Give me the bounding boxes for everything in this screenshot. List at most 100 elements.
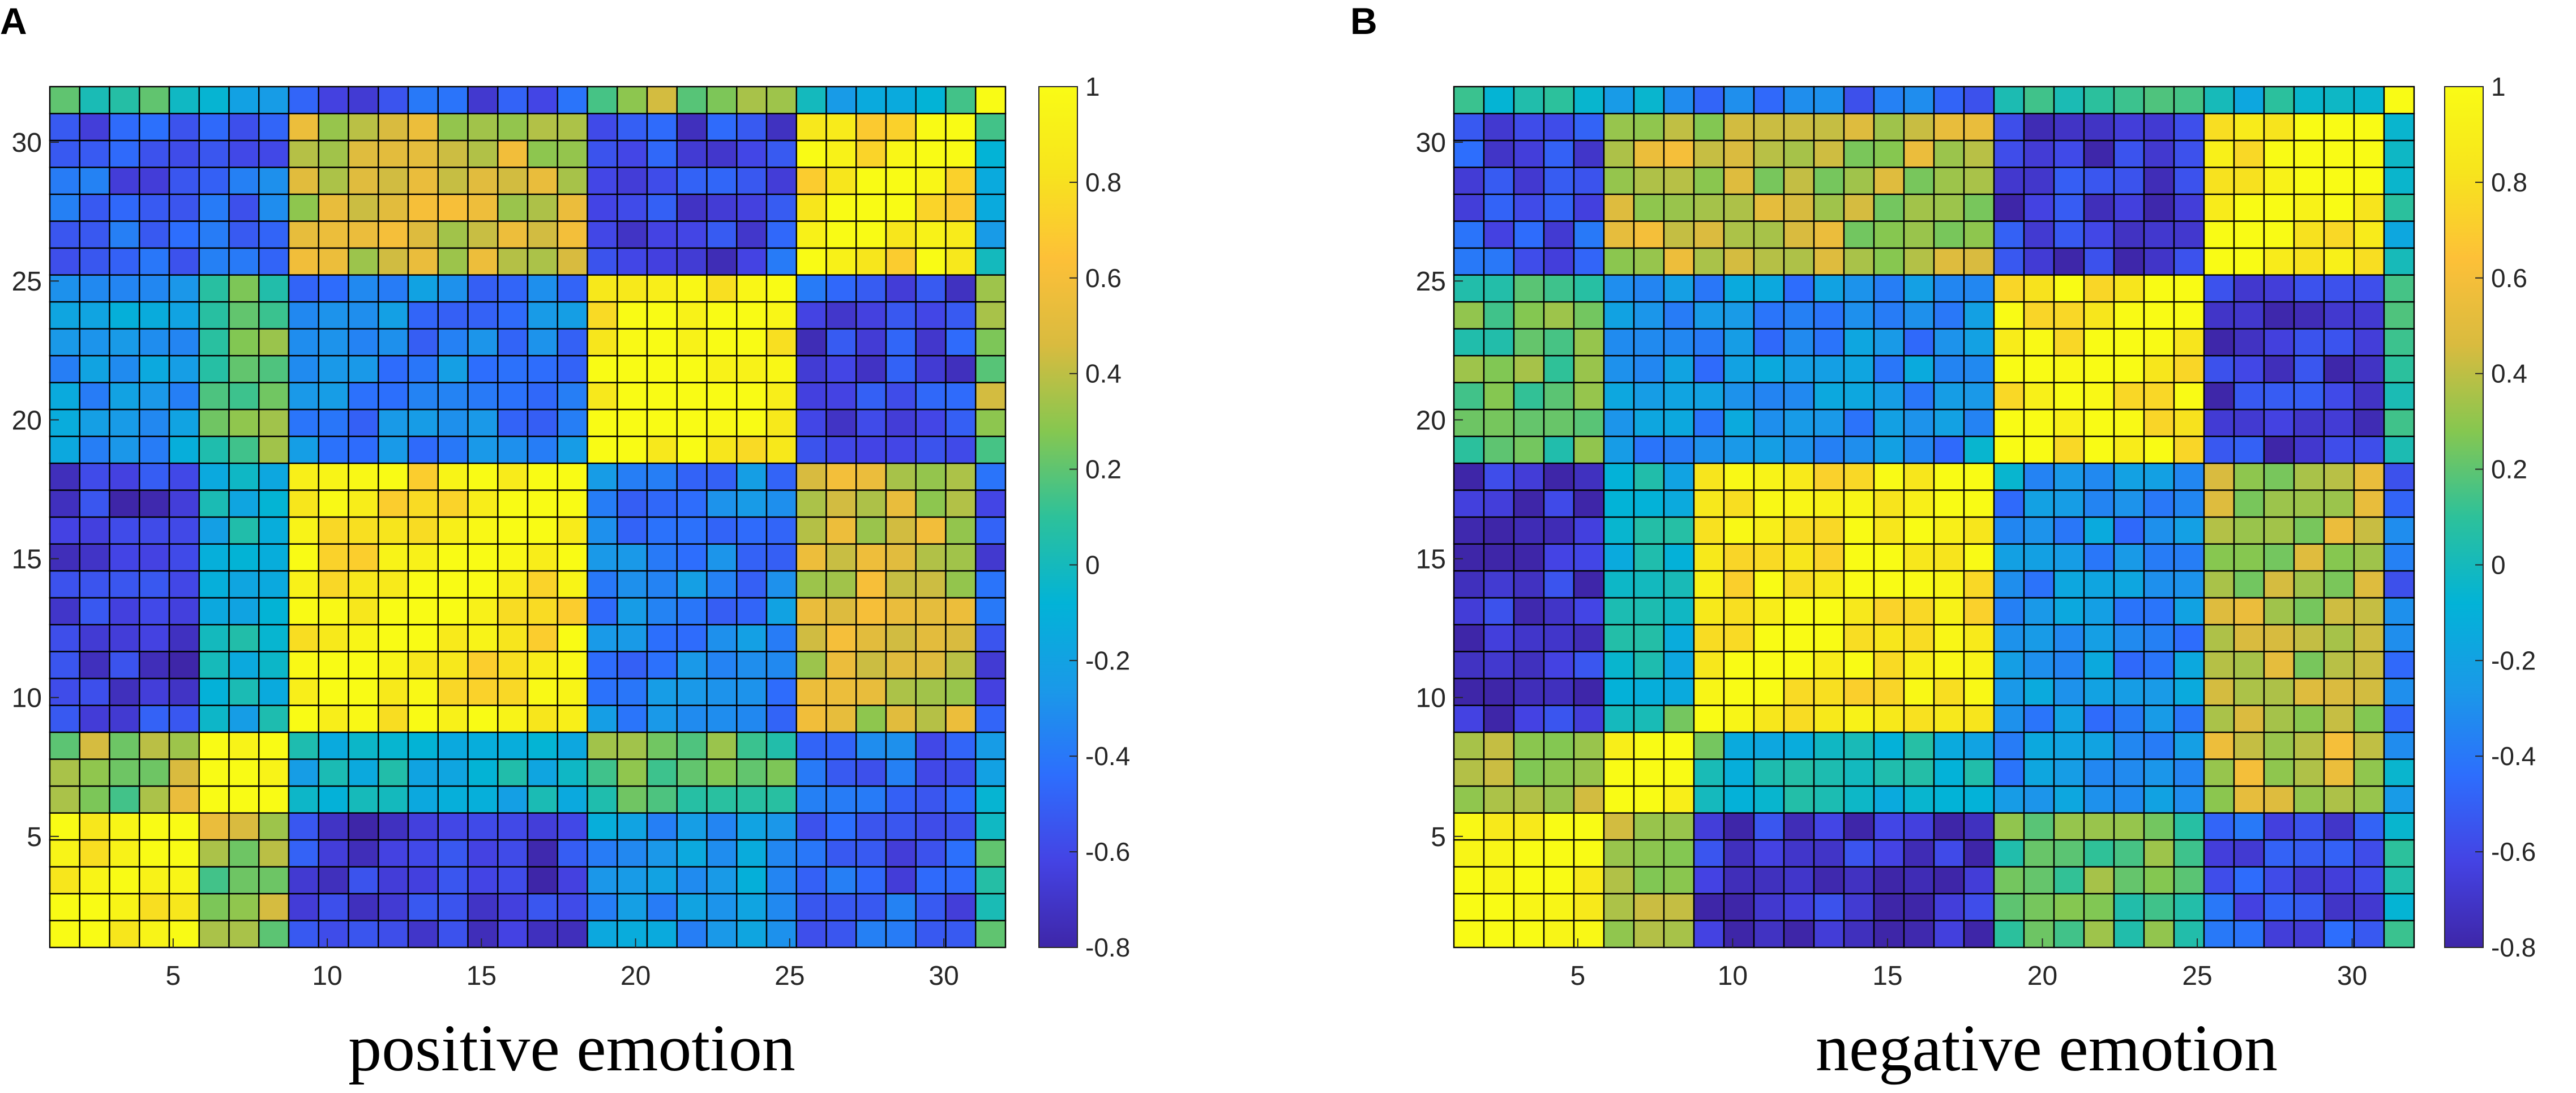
heatmap-cell: [2263, 920, 2295, 949]
heatmap-cell: [855, 624, 887, 652]
heatmap-cell: [2323, 651, 2355, 680]
heatmap-cell: [2053, 436, 2085, 464]
colorbar-tick-label: -0.6: [1085, 837, 1130, 866]
heatmap-cell: [1933, 839, 1965, 868]
heatmap-cell: [1723, 866, 1755, 895]
heatmap-cell: [1603, 624, 1635, 652]
heatmap-cell: [1813, 570, 1845, 599]
heatmap-cell: [1993, 301, 2025, 330]
heatmap-cell: [1843, 328, 1875, 357]
heatmap-cell: [288, 570, 319, 599]
heatmap-cell: [885, 328, 917, 357]
heatmap-cell: [2323, 920, 2355, 949]
heatmap-cell: [587, 382, 618, 411]
heatmap-cell: [1783, 866, 1815, 895]
heatmap-cell: [2383, 193, 2415, 222]
heatmap-cell: [617, 839, 648, 868]
heatmap-cell: [855, 920, 887, 949]
heatmap-cell: [2053, 139, 2085, 168]
heatmap-cell: [1543, 436, 1575, 464]
heatmap-cell: [378, 489, 409, 518]
heatmap-cell: [139, 812, 170, 841]
heatmap-cell: [1963, 166, 1995, 195]
heatmap-cell: [2143, 516, 2175, 545]
heatmap-cell: [795, 382, 827, 411]
heatmap-cell: [109, 247, 140, 276]
heatmap-cell: [1663, 86, 1695, 114]
heatmap-cell: [1813, 839, 1845, 868]
heatmap-cell: [497, 247, 529, 276]
heatmap-cell: [318, 866, 349, 895]
heatmap-cell: [915, 839, 947, 868]
heatmap-cell: [2293, 113, 2325, 142]
heatmap-cell: [2203, 166, 2235, 195]
heatmap-cell: [617, 624, 648, 652]
heatmap-cell: [258, 193, 290, 222]
heatmap-cell: [676, 113, 708, 142]
heatmap-cell: [765, 893, 797, 921]
heatmap-cell: [467, 866, 499, 895]
heatmap-cell: [1963, 758, 1995, 787]
heatmap-cell: [855, 705, 887, 733]
heatmap-cell: [1933, 462, 1965, 491]
heatmap-cell: [1453, 920, 1485, 949]
heatmap-cell: [378, 247, 409, 276]
heatmap-cell: [2353, 382, 2385, 411]
heatmap-cell: [258, 785, 290, 814]
heatmap-cell: [1693, 274, 1725, 303]
heatmap-cell: [617, 166, 648, 195]
heatmap-cell: [228, 705, 260, 733]
heatmap-cell: [2083, 408, 2115, 437]
heatmap-cell: [139, 113, 170, 142]
heatmap-cell: [646, 301, 678, 330]
heatmap-cell: [1573, 355, 1605, 383]
heatmap-cell: [378, 651, 409, 680]
heatmap-cell: [2173, 597, 2205, 626]
heatmap-cell: [1963, 382, 1995, 411]
heatmap-cell: [2143, 301, 2175, 330]
heatmap-cell: [378, 408, 409, 437]
heatmap-cell: [527, 758, 558, 787]
heatmap-cell: [2323, 839, 2355, 868]
heatmap-cell: [437, 597, 469, 626]
heatmap-cell: [975, 382, 1007, 411]
heatmap-cell: [497, 731, 529, 760]
y-tick-label: 20: [1416, 405, 1446, 436]
y-tick-label: 15: [12, 545, 42, 575]
heatmap-cell: [1693, 489, 1725, 518]
heatmap-cell: [1843, 812, 1875, 841]
heatmap-cell: [2263, 247, 2295, 276]
heatmap-cell: [2323, 705, 2355, 733]
heatmap-cell: [407, 893, 439, 921]
heatmap-cell: [258, 86, 290, 114]
heatmap-cell: [1813, 893, 1845, 921]
heatmap-cell: [1693, 731, 1725, 760]
heatmap-cell: [2053, 274, 2085, 303]
heatmap-cell: [527, 86, 558, 114]
heatmap-cell: [2233, 86, 2265, 114]
heatmap-cell: [795, 436, 827, 464]
heatmap-cell: [1903, 731, 1935, 760]
x-tick-label: 30: [2337, 961, 2367, 991]
heatmap-cell: [378, 543, 409, 572]
heatmap-cell: [825, 328, 857, 357]
heatmap-cell: [1753, 570, 1785, 599]
heatmap-cell: [1813, 220, 1845, 249]
heatmap-cell: [825, 274, 857, 303]
heatmap-cell: [2323, 516, 2355, 545]
heatmap-cell: [497, 408, 529, 437]
heatmap-cell: [795, 86, 827, 114]
heatmap-cell: [79, 86, 110, 114]
heatmap-cell: [378, 301, 409, 330]
heatmap-cell: [1903, 570, 1935, 599]
heatmap-cell: [617, 866, 648, 895]
heatmap-cell: [1453, 301, 1485, 330]
heatmap-cell: [1543, 758, 1575, 787]
heatmap-cell: [646, 355, 678, 383]
heatmap-cell: [437, 893, 469, 921]
heatmap-cell: [2323, 893, 2355, 921]
heatmap-cell: [765, 731, 797, 760]
heatmap-cell: [765, 166, 797, 195]
heatmap-cell: [1603, 139, 1635, 168]
heatmap-cell: [1933, 139, 1965, 168]
